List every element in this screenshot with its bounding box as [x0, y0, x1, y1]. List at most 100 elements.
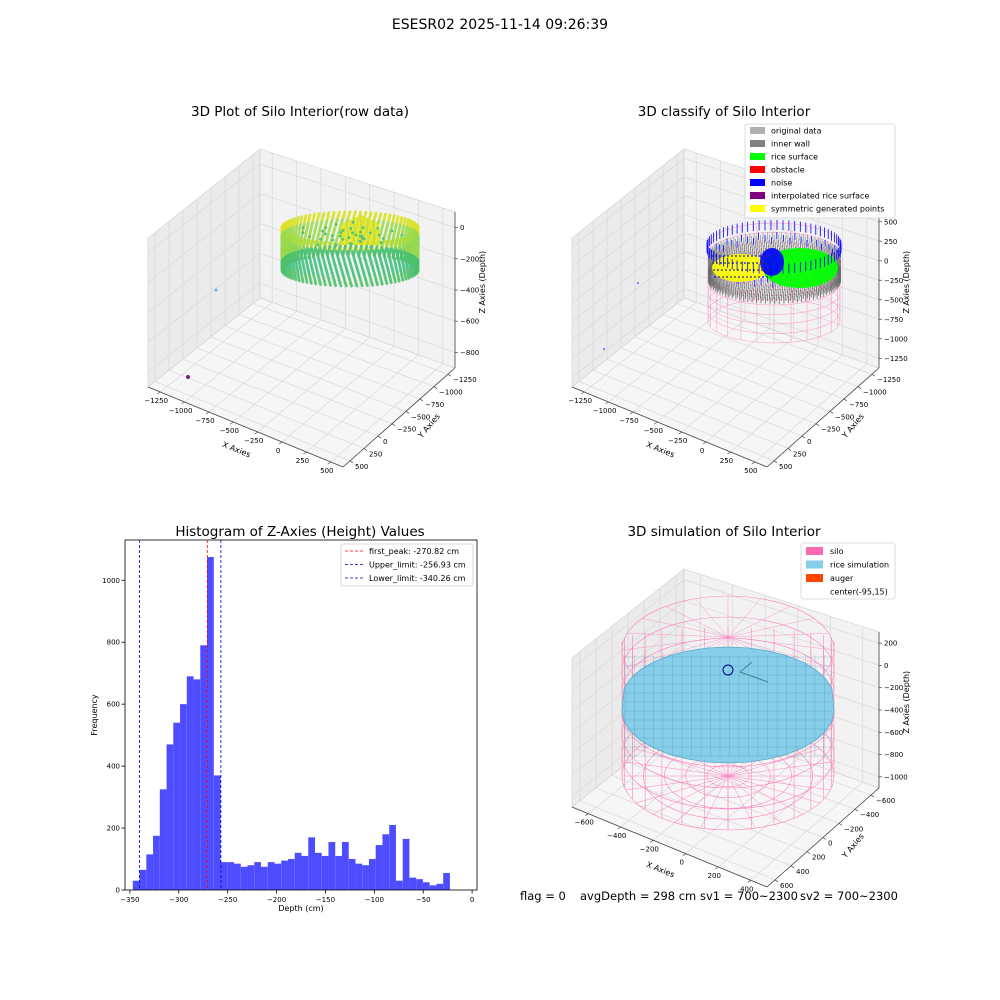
legend-label: silo — [830, 547, 844, 556]
histogram-title: Histogram of Z-Axies (Height) Values — [175, 524, 424, 540]
x-tick-label: 0 — [276, 447, 280, 455]
z-tick-label: 250 — [884, 238, 897, 246]
legend-box — [340, 543, 474, 587]
x-tick-label: −50 — [416, 896, 431, 904]
x-tick-label: −750 — [619, 417, 638, 425]
x-tick-label: 0 — [700, 447, 704, 455]
histogram-bar — [234, 863, 241, 890]
panel-3d-raw-title: 3D Plot of Silo Interior(row data) — [191, 104, 409, 120]
z-tick-label: −250 — [884, 277, 903, 285]
histogram-bar — [429, 885, 437, 890]
legend: original data inner wall rice surface obsta… — [744, 123, 896, 219]
histogram-bar — [207, 557, 214, 890]
legend-label: auger — [830, 574, 854, 583]
panel-histogram: Histogram of Z-Axies (Height) Values −35… — [90, 524, 478, 913]
y-tick-label: −250 — [821, 426, 840, 434]
legend-swatch — [750, 140, 765, 147]
status-sv1: sv1 = 700~2300 — [700, 889, 798, 903]
y-tick-label: 200 — [812, 854, 825, 862]
histogram-bar — [294, 852, 302, 890]
z-tick-label: −500 — [884, 296, 903, 304]
y-tick-label: −1000 — [863, 389, 887, 397]
x-axis-line — [147, 386, 344, 468]
histogram-bar — [213, 775, 221, 890]
center-marker — [722, 664, 734, 676]
y-tick-label: 0 — [383, 438, 387, 446]
histogram-bar — [132, 880, 140, 890]
x-tick-label: −250 — [218, 896, 237, 904]
legend-label: center(-95,15) — [830, 588, 888, 597]
z-tick-label: 0 — [884, 257, 888, 265]
x-tick-label: −200 — [640, 845, 659, 853]
histogram-bar — [261, 866, 268, 890]
histogram-bar — [368, 859, 376, 890]
z-axis-label: Z Axies (Depth) — [478, 251, 487, 314]
legend-swatch — [750, 153, 765, 160]
histogram-bar — [146, 854, 154, 890]
x-tick-label: −200 — [267, 896, 286, 904]
y-tick-label: 1000 — [102, 577, 120, 585]
legend-box — [744, 123, 896, 219]
y-axis-line — [766, 367, 880, 468]
x-tick-label: −250 — [668, 437, 687, 445]
histogram-bar — [193, 679, 201, 890]
x-tick-label: −500 — [644, 427, 663, 435]
z-tick-label: −750 — [884, 316, 903, 324]
histogram-bar — [159, 789, 167, 890]
legend-swatch — [806, 560, 823, 569]
y-tick-label: −500 — [835, 413, 854, 421]
histogram-bar — [314, 852, 322, 890]
x-tick-label: 200 — [708, 872, 721, 880]
histogram-bar — [443, 872, 450, 890]
classified-points — [603, 220, 842, 350]
panel-3d-simulation: 3D simulation of Silo Interior −600 −400 −… — [571, 524, 911, 893]
y-tick-label: −500 — [411, 413, 430, 421]
legend: first_peak: -270.82 cm Upper_limit: -256.… — [340, 543, 474, 587]
legend-label: original data — [771, 127, 822, 136]
y-tick-label: 200 — [107, 825, 120, 833]
legend-label: Lower_limit: -340.26 cm — [369, 574, 466, 583]
panel-3d-simulation-title: 3D simulation of Silo Interior — [627, 524, 821, 540]
plot-frame — [124, 539, 478, 891]
histogram-bar — [375, 845, 383, 890]
x-axis-line — [571, 386, 768, 468]
y-tick-label: 400 — [796, 868, 809, 876]
z-tick-label: 500 — [884, 218, 897, 226]
legend-swatch — [806, 574, 823, 582]
histogram-bar — [335, 855, 342, 890]
histogram-bar — [274, 863, 282, 890]
histogram-bar — [200, 645, 208, 890]
histogram-bar — [321, 855, 329, 890]
legend-label: inner wall — [771, 140, 810, 149]
status-sv2: sv2 = 700~2300 — [800, 889, 898, 903]
y-tick-label: 600 — [780, 882, 793, 890]
histogram-bar — [247, 865, 255, 890]
z-tick-label: −1000 — [884, 773, 908, 781]
x-tick-label: −250 — [244, 437, 263, 445]
z-tick-label: 200 — [884, 640, 897, 648]
y-tick-label: 500 — [355, 463, 368, 471]
histogram-bar — [389, 824, 396, 890]
raw-points — [186, 210, 420, 379]
legend-swatch — [750, 179, 765, 186]
legend-swatch — [750, 192, 765, 199]
y-tick-label: 500 — [779, 463, 792, 471]
histogram-bar — [281, 860, 288, 890]
histogram-bar — [402, 838, 410, 890]
x-tick-label: 400 — [740, 885, 753, 893]
histogram-bar — [288, 859, 295, 890]
histogram-bar — [153, 835, 160, 890]
y-tick-label: 600 — [107, 701, 120, 709]
z-axis-label: Z Axies (Depth) — [902, 671, 911, 734]
histogram-bar — [166, 744, 174, 890]
histogram-bar — [301, 855, 309, 890]
legend-swatch — [806, 547, 823, 555]
x-tick-label: −150 — [316, 896, 335, 904]
x-tick-label: 250 — [296, 457, 309, 465]
x-tick-label: 0 — [470, 896, 474, 904]
y-axis-label: Frequency — [90, 694, 99, 736]
y-tick-label: 800 — [107, 639, 120, 647]
x-axis-label: X Axies — [645, 860, 676, 879]
z-tick-label: −600 — [460, 318, 479, 326]
histogram-bar — [409, 877, 417, 890]
